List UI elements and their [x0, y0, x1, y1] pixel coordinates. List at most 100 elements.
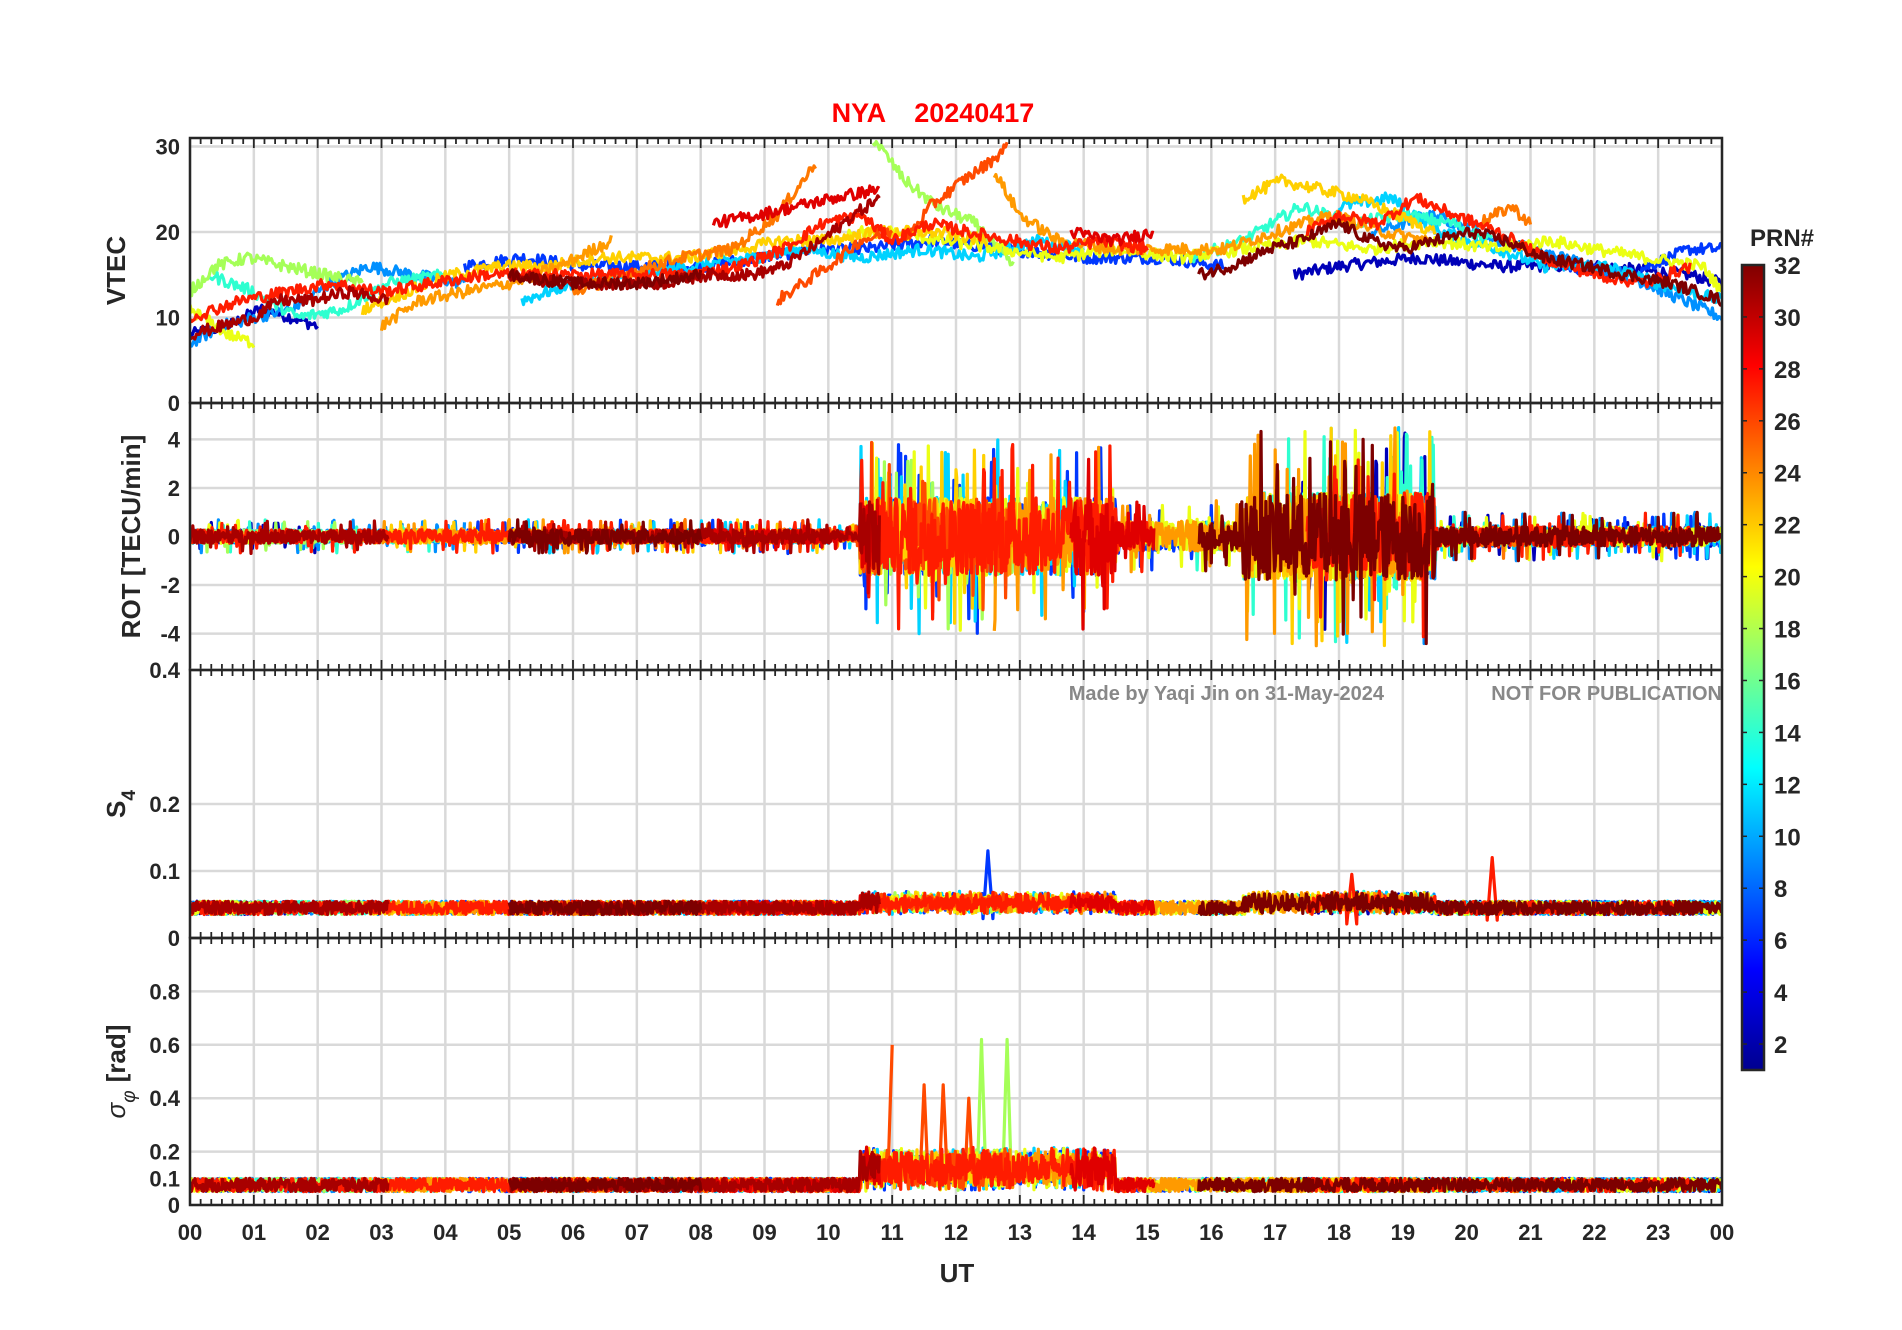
colorbar-tick-label: 14: [1774, 720, 1801, 747]
x-tick-label: 00: [178, 1220, 202, 1245]
y-tick-label-sigphi: 0.4: [149, 1086, 180, 1111]
y-tick-label-rot: 0: [168, 525, 180, 550]
colorbar-tick-label: 4: [1774, 980, 1788, 1007]
y-tick-label-s4: 0.1: [149, 859, 180, 884]
series-line-prn-29: [1069, 457, 1156, 631]
series-line-prn-29: [1069, 226, 1155, 248]
series-line-prn-26: [775, 227, 894, 307]
colorbar-tick-label: 2: [1774, 1032, 1787, 1059]
series-line-prn-32: [1197, 429, 1722, 646]
series-line-prn-29: [1069, 892, 1156, 916]
x-tick-label: 09: [752, 1220, 776, 1245]
y-tick-label-vtec: 20: [156, 220, 180, 245]
panel-sigphi: 00.10.2 0.4 0.6 0.8 σφ[rad]: [101, 936, 1724, 1218]
series-line-prn-32: [507, 1176, 703, 1194]
series-line-prn-19: [845, 225, 1722, 293]
x-tick-label: 00: [1710, 1220, 1734, 1245]
y-tick-label-s4: 0: [168, 926, 180, 951]
x-tick-label: 02: [305, 1220, 329, 1245]
x-tick-label: 15: [1135, 1220, 1159, 1245]
y-tick-label-rot: 4: [168, 427, 181, 452]
y-tick-label-vtec: 0: [168, 391, 180, 416]
series-line-prn-32: [1197, 218, 1722, 307]
series-line-prn-24: [1478, 204, 1533, 229]
series-line-prn-27: [1305, 192, 1692, 289]
y-tick-label-s4: 0.2: [149, 792, 180, 817]
x-tick-label: 18: [1327, 1220, 1351, 1245]
colorbar-tick-label: 8: [1774, 876, 1787, 903]
x-tick-label: 08: [688, 1220, 712, 1245]
title-date: 20240417: [914, 98, 1034, 128]
y-axis-label-vtec: VTEC: [101, 236, 131, 306]
x-tick-label: 22: [1582, 1220, 1606, 1245]
x-tick-label: 10: [816, 1220, 840, 1245]
y-axis-label-sigphi: σφ[rad]: [101, 1025, 140, 1119]
y-tick-label-sigphi: 0: [168, 1193, 180, 1218]
series-line-prn-32: [507, 268, 703, 291]
series-line-prn-19: [190, 304, 256, 349]
series-line-prn-32: [1197, 1176, 1722, 1194]
title-station: NYA: [832, 98, 887, 128]
chart-title: NYA 20240417: [832, 98, 1035, 128]
series-line-prn-23: [379, 235, 613, 331]
x-axis-label: UT: [940, 1258, 975, 1288]
colorbar-tick-label: 28: [1774, 357, 1801, 384]
series-rot: [190, 426, 1722, 648]
series-line-prn-31: [190, 285, 390, 341]
x-tick-label: 21: [1518, 1220, 1542, 1245]
colorbar-tick-label: 16: [1774, 668, 1801, 695]
series-line-prn-15: [208, 268, 447, 321]
series-line-prn-31: [190, 519, 390, 555]
colorbar-tick-label: 18: [1774, 617, 1801, 644]
y-tick-label-s4: 0.4: [149, 658, 180, 683]
x-tick-label: 20: [1454, 1220, 1478, 1245]
y-axis-label-s4: S4: [101, 790, 140, 818]
series-line-prn-32: [1197, 890, 1722, 917]
series-line-prn-21: [1241, 173, 1437, 235]
panel-s4: 0 0.1 0.2 0.4 S4: [101, 658, 1724, 951]
y-tick-label-vtec: 10: [156, 306, 180, 331]
y-tick-label-rot: -2: [160, 573, 180, 598]
series-sigphi: [190, 1037, 1722, 1194]
panel-rot: -4 -2 0 2 4 ROT [TECU/min]: [116, 401, 1724, 672]
series-line-prn-29: [711, 184, 881, 229]
watermark-author: Made by Yaqi Jin on 31-May-2024: [1069, 683, 1385, 705]
colorbar-tick-label: 30: [1774, 305, 1801, 332]
x-tick-label: 12: [944, 1220, 968, 1245]
colorbar-tick-label: 24: [1774, 461, 1801, 488]
y-tick-label-sigphi: 0.8: [149, 979, 180, 1004]
colorbar-tick-label: 26: [1774, 409, 1801, 436]
colorbar-tick-label: 32: [1774, 253, 1801, 280]
series-line-prn-31: [190, 1176, 390, 1194]
x-tick-label: 19: [1391, 1220, 1415, 1245]
series-line-prn-29: [1069, 1146, 1156, 1194]
y-axis-label-rot: ROT [TECU/min]: [116, 435, 146, 639]
colorbar-gradient: [1740, 263, 1766, 1072]
y-tick-label-vtec: 30: [156, 135, 180, 160]
y-tick-label-sigphi: 0.1: [149, 1166, 180, 1191]
x-tick-label: 14: [1071, 1220, 1096, 1245]
colorbar-tick-label: 12: [1774, 772, 1801, 799]
y-tick-label-rot: -4: [160, 622, 180, 647]
x-tick-label: 16: [1199, 1220, 1223, 1245]
colorbar-tick-label: 10: [1774, 824, 1801, 851]
colorbar-tick-label: 22: [1774, 513, 1801, 540]
x-tick-label: 06: [561, 1220, 585, 1245]
colorbar-tick-label: 6: [1774, 928, 1787, 955]
x-tick-label: 23: [1646, 1220, 1670, 1245]
colorbar-tick-label: 20: [1774, 565, 1801, 592]
series-line-prn-2: [1292, 251, 1722, 288]
y-tick-label-sigphi: 0.2: [149, 1140, 180, 1165]
x-tick-label: 17: [1263, 1220, 1287, 1245]
series-s4: [190, 849, 1722, 926]
x-tick-label: 11: [881, 1220, 904, 1245]
x-tick-label: 05: [497, 1220, 521, 1245]
x-tick-label: 01: [242, 1220, 266, 1245]
series-line-prn-31: [190, 899, 390, 917]
x-tick-label: 03: [369, 1220, 393, 1245]
watermark-note: NOT FOR PUBLICATION: [1491, 683, 1722, 705]
series-line-prn-32: [507, 518, 703, 555]
